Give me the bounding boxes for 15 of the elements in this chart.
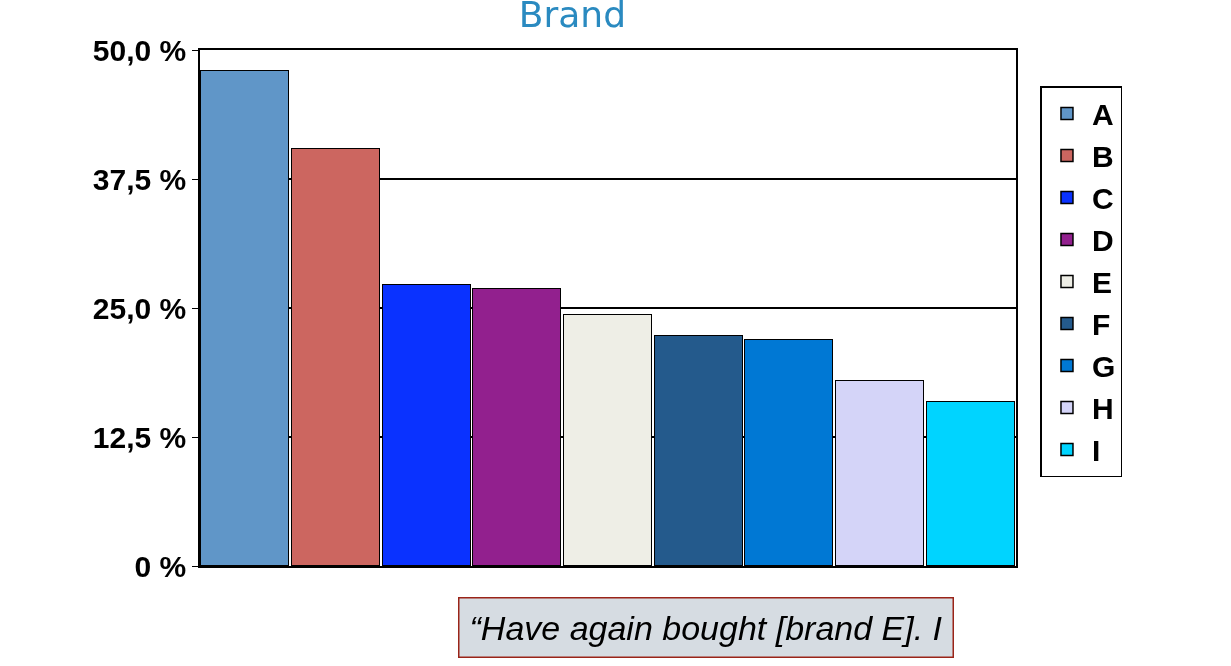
- y-tick-label: 25,0 %: [92, 291, 187, 325]
- y-tick-label: 12,5 %: [92, 420, 187, 454]
- legend-label: I: [1091, 434, 1101, 468]
- text: “Have again bought [brand E]. I: [469, 608, 943, 647]
- legend-label: A: [1091, 98, 1114, 132]
- legend-label: E: [1091, 266, 1112, 300]
- legend-label: D: [1091, 224, 1114, 258]
- legend-label: G: [1091, 350, 1116, 384]
- legend-label: H: [1091, 392, 1114, 426]
- y-tick-label: 37,5 %: [92, 162, 187, 196]
- y-tick-label: 50,0 %: [92, 33, 187, 67]
- legend-label: F: [1091, 308, 1111, 342]
- legend-label: C: [1091, 182, 1114, 216]
- legend-label: B: [1091, 140, 1114, 174]
- y-tick-label: 0 %: [134, 549, 187, 583]
